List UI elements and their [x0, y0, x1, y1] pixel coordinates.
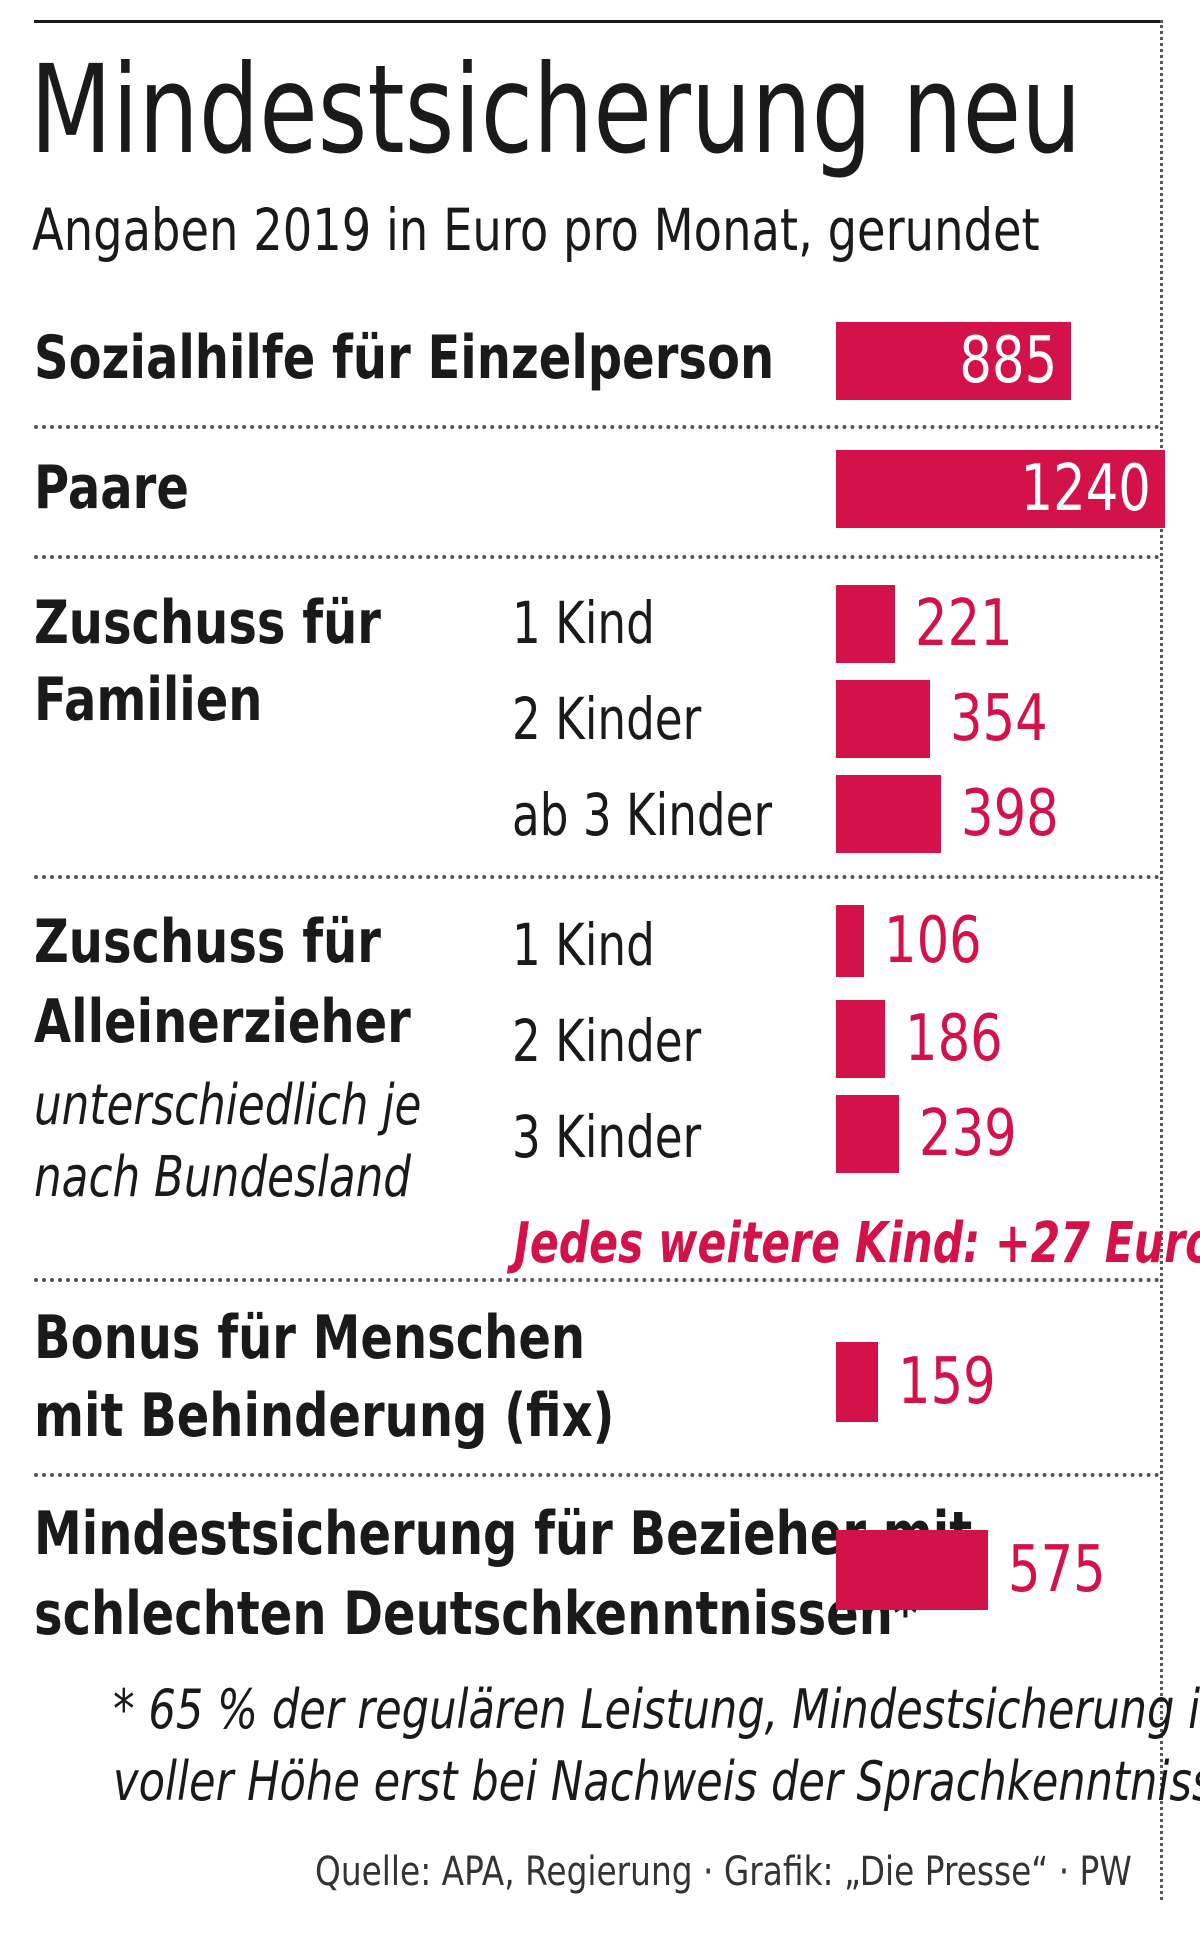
bar-value-label: 1240 — [1020, 452, 1151, 526]
footnote-line1: * 65 % der regulären Leistung, Mindestsi… — [113, 1678, 1200, 1741]
sub-allein-3: 3 Kinder — [512, 1103, 702, 1171]
bar — [836, 1342, 878, 1422]
bar-value-label: 106 — [884, 904, 982, 978]
bar-value-label: 398 — [961, 777, 1059, 851]
label-familien-line1: Zuschuss für — [34, 588, 381, 658]
bar-value-label: 239 — [919, 1097, 1017, 1171]
separator — [34, 425, 1160, 429]
bar — [836, 585, 895, 663]
sub-familien-3: ab 3 Kinder — [512, 781, 773, 849]
extra-child-note: Jedes weitere Kind: +27 Euro — [514, 1211, 1200, 1276]
label-sozialhilfe: Sozialhilfe für Einzelperson — [34, 323, 775, 393]
bar-value-label: 885 — [959, 324, 1057, 398]
sub-familien-1: 1 Kind — [512, 589, 655, 657]
sub-allein-1: 1 Kind — [512, 911, 655, 979]
separator — [34, 1473, 1160, 1477]
sub-familien-2: 2 Kinder — [512, 685, 702, 753]
label-bonus-line1: Bonus für Menschen — [34, 1303, 586, 1373]
label-bonus-line2: mit Behinderung (fix) — [34, 1381, 615, 1451]
bar — [836, 775, 941, 853]
bar — [836, 1000, 885, 1078]
bar — [836, 450, 1165, 528]
bar — [836, 905, 864, 977]
right-dotted-border — [1160, 20, 1163, 1900]
sub-allein-2: 2 Kinder — [512, 1007, 702, 1075]
bar-value-label: 186 — [905, 1002, 1003, 1076]
footnote-line2: voller Höhe erst bei Nachweis der Sprach… — [113, 1750, 1200, 1813]
chart-title: Mindestsicherung neu — [30, 39, 1082, 181]
separator — [34, 555, 1160, 559]
label-alleinerzieher-line2: Alleinerzieher — [34, 987, 411, 1057]
chart-subtitle: Angaben 2019 in Euro pro Monat, gerundet — [32, 196, 1040, 264]
source-line: Quelle: APA, Regierung · Grafik: „Die Pr… — [315, 1849, 1132, 1895]
bar — [836, 322, 1071, 400]
bar-value-label: 221 — [915, 587, 1013, 661]
label-familien-line2: Familien — [34, 665, 263, 735]
separator — [34, 875, 1160, 879]
bar-value-label: 575 — [1008, 1533, 1106, 1607]
label-deutsch-line1: Mindestsicherung für Bezieher mit — [34, 1499, 973, 1569]
label-deutsch-line2: schlechten Deutschkenntnissen* — [34, 1579, 918, 1649]
bar-value-label: 159 — [898, 1345, 996, 1419]
label-paare: Paare — [34, 453, 189, 523]
bar-value-label: 354 — [950, 682, 1048, 756]
bar — [836, 1095, 899, 1173]
bar — [836, 1530, 988, 1610]
label-alleinerzieher-note1: unterschiedlich je — [34, 1073, 422, 1138]
top-rule — [34, 20, 1160, 23]
label-alleinerzieher-note2: nach Bundesland — [34, 1145, 412, 1210]
separator — [34, 1278, 1160, 1282]
bar — [836, 680, 930, 758]
label-alleinerzieher-line1: Zuschuss für — [34, 907, 381, 977]
